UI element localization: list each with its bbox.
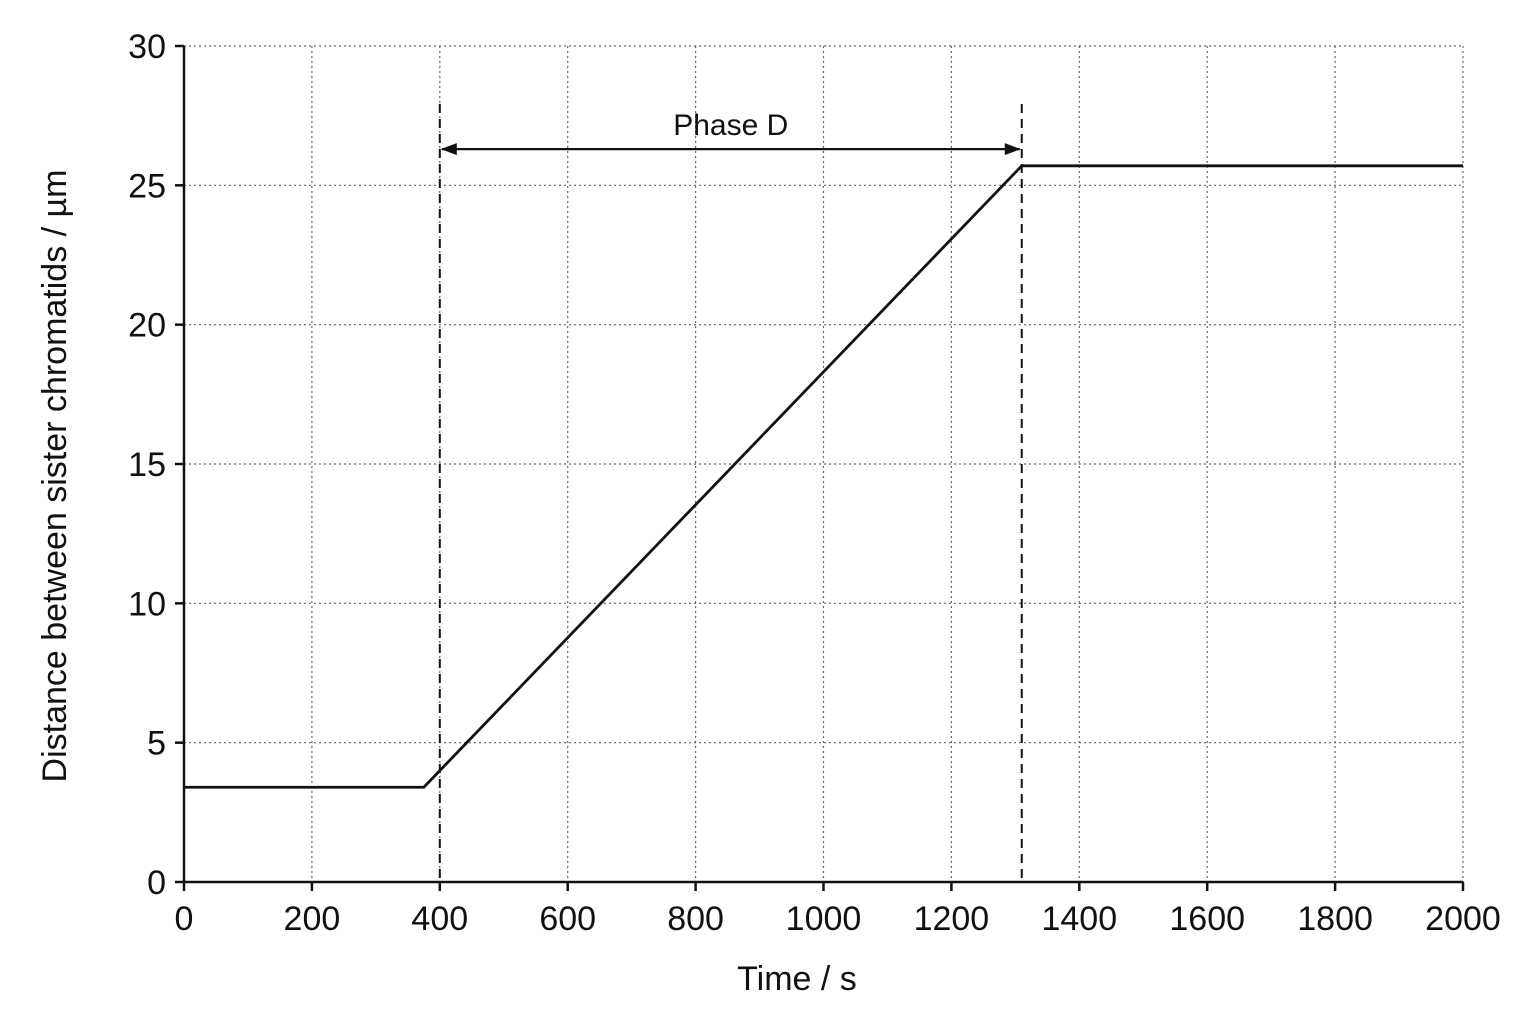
x-tick-label: 800 [667, 900, 724, 938]
x-tick-label: 200 [284, 900, 341, 938]
y-axis-title: Distance between sister chromatids / µm [36, 170, 74, 783]
vertical-markers [438, 104, 1023, 882]
x-tick-label: 1600 [1169, 900, 1245, 938]
x-tick-label: 400 [411, 900, 468, 938]
y-tick-label: 0 [147, 864, 166, 902]
y-tick-label: 5 [147, 725, 166, 763]
y-tick-label: 10 [128, 585, 166, 623]
annotations: Phase D [440, 109, 1021, 156]
x-tick-label: 1200 [914, 900, 990, 938]
x-tick-label: 600 [539, 900, 596, 938]
x-tick-label: 1400 [1041, 900, 1117, 938]
x-tick-label: 1000 [786, 900, 862, 938]
y-tick-label: 15 [128, 446, 166, 484]
y-tick-label: 20 [128, 307, 166, 345]
x-tick-label: 0 [175, 900, 194, 938]
x-axis-title: Time / s [737, 960, 857, 998]
x-tick-label: 1800 [1297, 900, 1373, 938]
series-layer [184, 164, 1463, 789]
x-tick-label: 2000 [1425, 900, 1501, 938]
grid [184, 45, 1464, 882]
axes [175, 44, 1465, 891]
phase-d-label: Phase D [673, 109, 788, 142]
tick-labels: 0 200 400 600 800 1000 1200 1400 1600 1800 2000 0 5 1… [128, 28, 1501, 938]
series-line [184, 164, 1463, 789]
y-tick-label: 25 [128, 167, 166, 205]
y-tick-label: 30 [128, 28, 166, 66]
